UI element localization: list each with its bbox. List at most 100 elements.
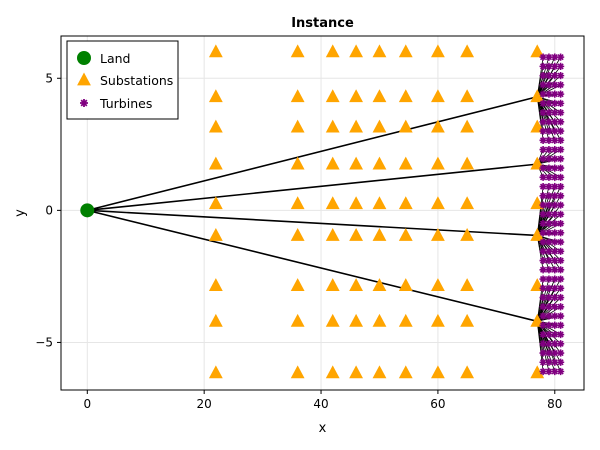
substation-marker [349,313,364,327]
substation-marker [431,313,445,327]
legend: Land Substations Turbines [66,40,179,120]
turbine-marker [557,109,565,117]
substation-marker [460,227,475,241]
substation-marker [208,278,223,292]
turbine-marker [551,136,559,144]
turbine-marker [545,219,553,228]
substation-marker [208,119,223,133]
turbine-marker [539,275,547,283]
turbine-cable [536,57,544,97]
x-tick-label: 60 [430,397,445,411]
turbine-marker [551,219,559,228]
turbine-cable [536,186,556,236]
land [80,203,95,218]
turbine-marker [539,312,547,320]
substation-marker [325,44,340,58]
substation-marker [431,89,445,103]
turbine-marker [539,109,547,117]
turbine-marker [557,145,565,154]
substation-marker [372,119,387,133]
export-cable [87,95,538,212]
turbine-marker [545,330,553,339]
turbine-marker [545,53,553,61]
x-tick-label: 80 [547,397,562,411]
substation-marker [460,196,475,210]
turbine-marker [551,99,559,107]
substation-marker [398,119,413,133]
substation-marker [398,44,413,58]
substation-marker [290,227,305,241]
turbine-marker [551,127,559,135]
legend-land-marker [77,51,91,65]
turbine-marker [551,330,559,339]
substation-marker [290,313,305,327]
substation-marker [290,365,305,379]
substation-marker [290,278,305,292]
legend-substation-label: Substations [100,73,173,88]
turbine-marker [557,284,565,292]
land-marker [80,203,95,218]
substation-marker [372,156,387,170]
turbine-marker [551,367,559,376]
turbine-marker [539,136,547,144]
substation-marker [431,119,445,133]
turbine-marker [551,349,559,357]
turbine-marker [539,358,547,366]
turbine-marker [551,358,559,366]
turbine-marker [557,53,565,61]
turbine-marker [545,367,553,376]
turbine-marker [545,358,553,366]
turbine-marker [551,173,559,181]
turbine-marker [557,164,565,172]
substation-marker [398,89,413,103]
turbine-marker [539,53,547,61]
turbine-marker [551,340,559,348]
turbine-cable [536,235,556,270]
substation-marker [460,278,475,292]
turbine-marker [557,90,565,98]
turbine-marker [545,321,553,329]
substation-marker [460,44,475,58]
turbine-marker [539,127,547,135]
turbine-marker [545,118,553,126]
turbine-marker [539,330,547,339]
y-tick-label: −5 [35,335,53,349]
turbine-marker [557,182,565,191]
y-axis-label: y [13,209,28,217]
substation-marker [372,365,387,379]
substation-marker [431,196,445,210]
turbine-marker [551,81,559,89]
substation-marker [530,89,545,103]
turbine-marker [557,321,565,329]
legend-land-label: Land [100,51,130,66]
turbine-marker [551,155,559,163]
turbine-marker [539,321,547,329]
turbine-marker [545,312,553,320]
substation-marker [530,227,545,241]
turbine-marker [539,367,547,376]
turbine-marker [545,145,553,154]
turbine-cable [536,56,556,97]
legend-turbine-label: Turbines [99,96,152,111]
legend-turbine-marker [80,99,88,107]
turbine-marker [539,72,547,80]
turbines [539,53,565,376]
turbine-marker [539,210,547,218]
turbine-marker [545,192,553,200]
turbine-marker [545,99,553,107]
turbine-marker [545,210,553,218]
turbine-marker [551,109,559,117]
turbine-marker [539,99,547,107]
turbine-marker [551,247,559,255]
substation-marker [325,196,340,210]
turbine-marker [539,293,547,302]
turbine-marker [539,340,547,348]
turbine-marker [545,155,553,163]
turbine-marker [551,303,559,311]
turbine-marker [557,62,565,70]
turbine-marker [551,312,559,320]
substation-marker [398,227,413,241]
turbine-marker [557,266,565,274]
substation-marker [372,89,387,103]
substation-marker [398,156,413,170]
